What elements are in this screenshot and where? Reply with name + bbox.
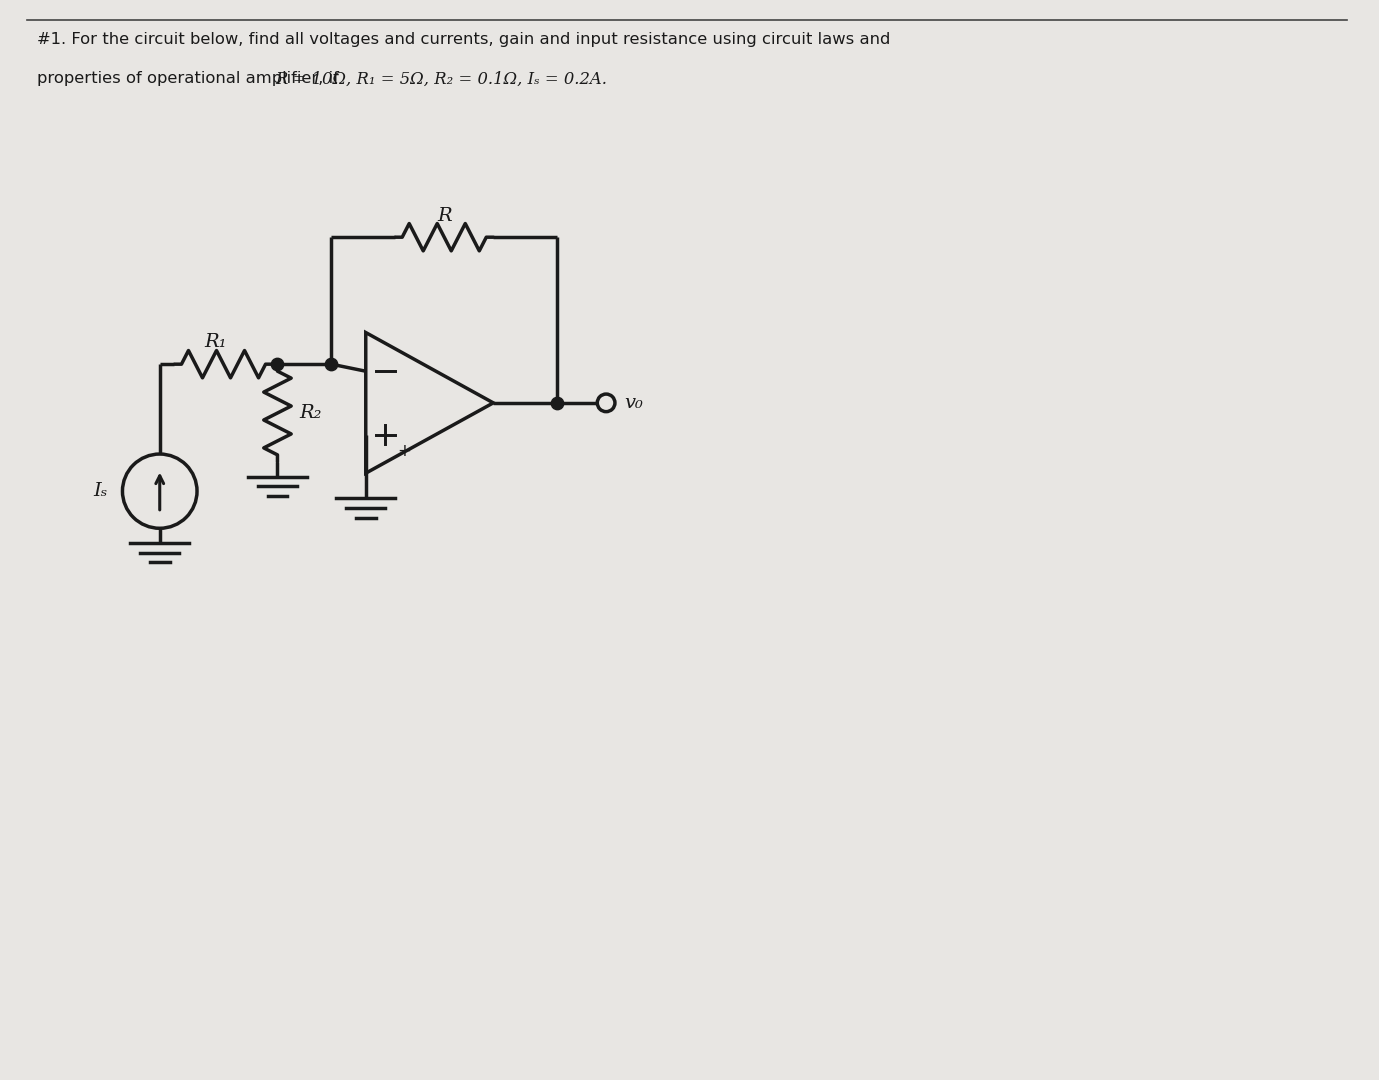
- Text: +: +: [397, 443, 411, 460]
- Text: R: R: [437, 206, 451, 225]
- Point: [320, 355, 342, 373]
- Text: #1. For the circuit below, find all voltages and currents, gain and input resist: #1. For the circuit below, find all volt…: [37, 32, 891, 48]
- Text: R₁: R₁: [204, 334, 226, 351]
- Text: v₀: v₀: [625, 394, 644, 411]
- Text: properties of operational amplifier, if: properties of operational amplifier, if: [37, 71, 345, 86]
- Text: R₂: R₂: [299, 404, 321, 422]
- Point: [266, 355, 288, 373]
- Text: R = 10Ω, R₁ = 5Ω, R₂ = 0.1Ω, Iₛ = 0.2A.: R = 10Ω, R₁ = 5Ω, R₂ = 0.1Ω, Iₛ = 0.2A.: [276, 71, 608, 89]
- Point: [546, 394, 568, 411]
- Text: Iₛ: Iₛ: [94, 482, 108, 500]
